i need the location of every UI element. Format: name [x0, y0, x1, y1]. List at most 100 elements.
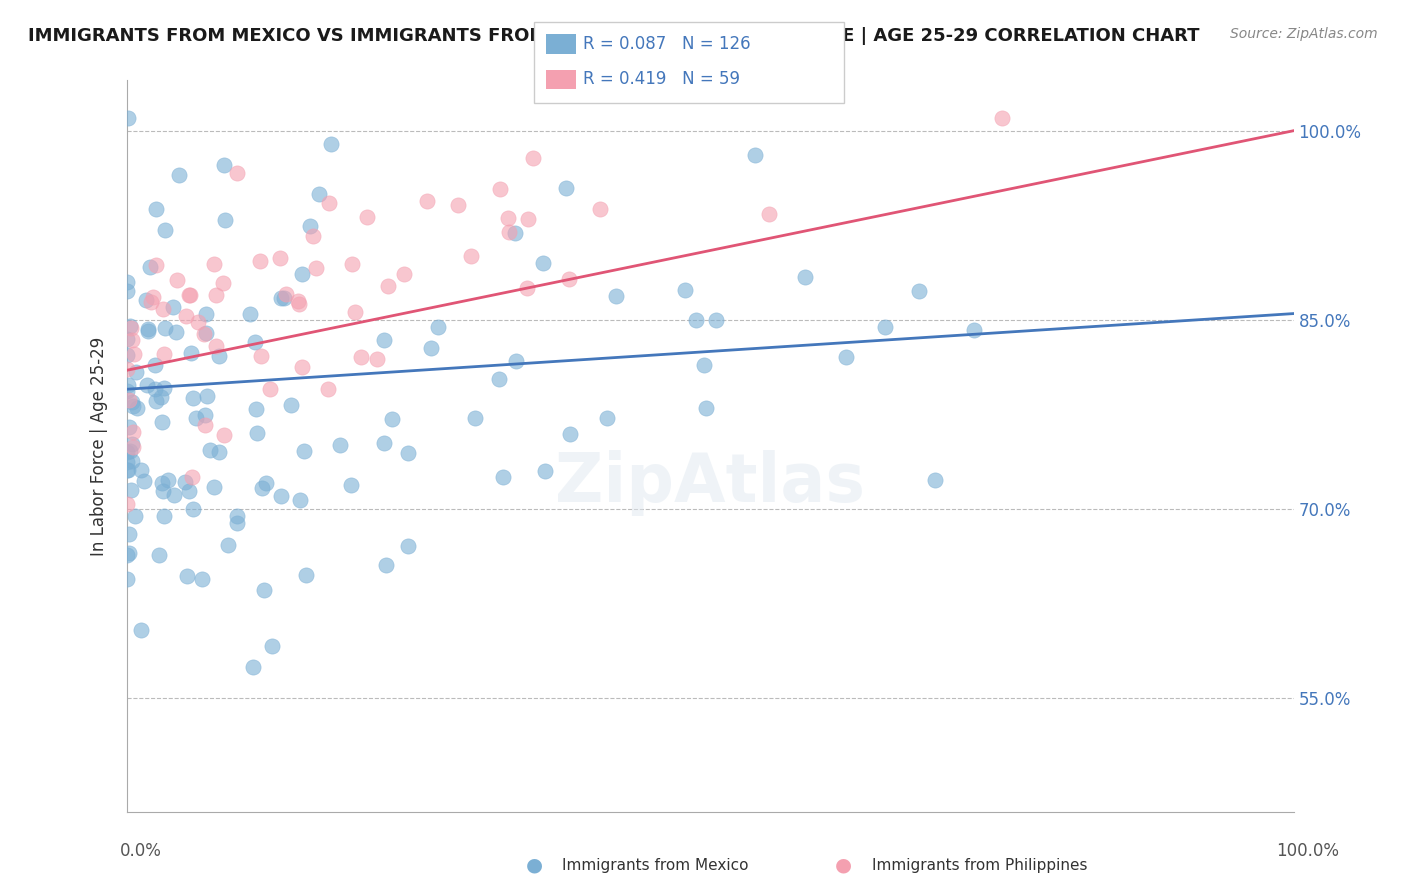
Point: [873, 320, 896, 334]
Point: [250, 349, 273, 363]
Point: [589, 202, 612, 216]
Text: 100.0%: 100.0%: [1277, 842, 1339, 860]
Point: [605, 289, 627, 303]
Point: [115, 572, 138, 586]
Point: [143, 358, 166, 372]
Point: [290, 492, 312, 507]
Point: [176, 309, 198, 323]
Point: [280, 398, 302, 412]
Point: [153, 508, 176, 523]
Point: [121, 425, 143, 439]
Point: [208, 444, 231, 458]
Point: [555, 181, 578, 195]
Point: [316, 382, 339, 396]
Point: [924, 473, 946, 487]
Point: [152, 301, 174, 316]
Point: [139, 294, 162, 309]
Point: [505, 226, 527, 240]
Point: [270, 291, 292, 305]
Point: [260, 639, 283, 653]
Point: [250, 482, 273, 496]
Point: [120, 320, 142, 334]
Point: [273, 291, 295, 305]
Point: [505, 354, 527, 368]
Point: [381, 411, 404, 425]
Point: [294, 568, 316, 582]
Point: [245, 402, 267, 417]
Point: [226, 516, 249, 531]
Point: [299, 219, 322, 234]
Point: [350, 350, 373, 364]
Point: [115, 284, 138, 298]
Point: [492, 470, 515, 484]
Point: [118, 393, 141, 408]
Point: [181, 391, 204, 405]
Text: Immigrants from Mexico: Immigrants from Mexico: [562, 858, 749, 872]
Point: [121, 395, 143, 409]
Point: [148, 548, 170, 562]
Point: [118, 526, 141, 541]
Point: [835, 350, 858, 364]
Point: [416, 194, 439, 209]
Point: [118, 546, 141, 560]
Point: [419, 341, 441, 355]
Point: [124, 347, 146, 361]
Point: [156, 473, 179, 487]
Point: [184, 410, 207, 425]
Point: [115, 548, 138, 562]
Point: [673, 283, 696, 297]
Point: [152, 483, 174, 498]
Point: [187, 315, 209, 329]
Text: IMMIGRANTS FROM MEXICO VS IMMIGRANTS FROM PHILIPPINES IN LABOR FORCE | AGE 25-29: IMMIGRANTS FROM MEXICO VS IMMIGRANTS FRO…: [28, 27, 1199, 45]
Point: [446, 197, 468, 211]
Point: [534, 464, 557, 478]
Point: [516, 281, 538, 295]
Point: [318, 196, 340, 211]
Point: [243, 335, 266, 350]
Point: [908, 284, 931, 298]
Point: [181, 501, 204, 516]
Point: [489, 182, 512, 196]
Point: [794, 269, 817, 284]
Point: [162, 300, 184, 314]
Point: [217, 538, 239, 552]
Point: [194, 326, 217, 340]
Point: [239, 307, 262, 321]
Point: [758, 207, 780, 221]
Text: R = 0.087   N = 126: R = 0.087 N = 126: [583, 35, 751, 53]
Point: [117, 444, 139, 458]
Point: [180, 346, 202, 360]
Point: [246, 425, 269, 440]
Point: [212, 159, 235, 173]
Point: [145, 258, 167, 272]
Point: [194, 408, 217, 422]
Point: [356, 210, 378, 224]
Text: ZipAtlas: ZipAtlas: [555, 450, 865, 516]
Point: [522, 151, 544, 165]
Point: [179, 288, 201, 302]
Point: [150, 415, 173, 429]
Text: 0.0%: 0.0%: [120, 842, 162, 860]
Text: Source: ZipAtlas.com: Source: ZipAtlas.com: [1230, 27, 1378, 41]
Point: [118, 319, 141, 334]
Point: [254, 476, 277, 491]
Point: [153, 381, 176, 395]
Point: [117, 463, 139, 477]
Point: [426, 319, 449, 334]
Point: [319, 137, 342, 152]
Point: [142, 290, 165, 304]
Point: [115, 362, 138, 376]
Point: [121, 454, 143, 468]
Point: [136, 322, 159, 336]
Point: [177, 483, 200, 498]
Point: [127, 401, 149, 416]
Point: [150, 476, 173, 491]
Point: [329, 438, 352, 452]
Point: [558, 427, 581, 442]
Point: [274, 287, 297, 301]
Point: [394, 267, 416, 281]
Point: [153, 347, 176, 361]
Point: [396, 539, 419, 553]
Point: [301, 229, 323, 244]
Text: R = 0.419   N = 59: R = 0.419 N = 59: [583, 70, 741, 88]
